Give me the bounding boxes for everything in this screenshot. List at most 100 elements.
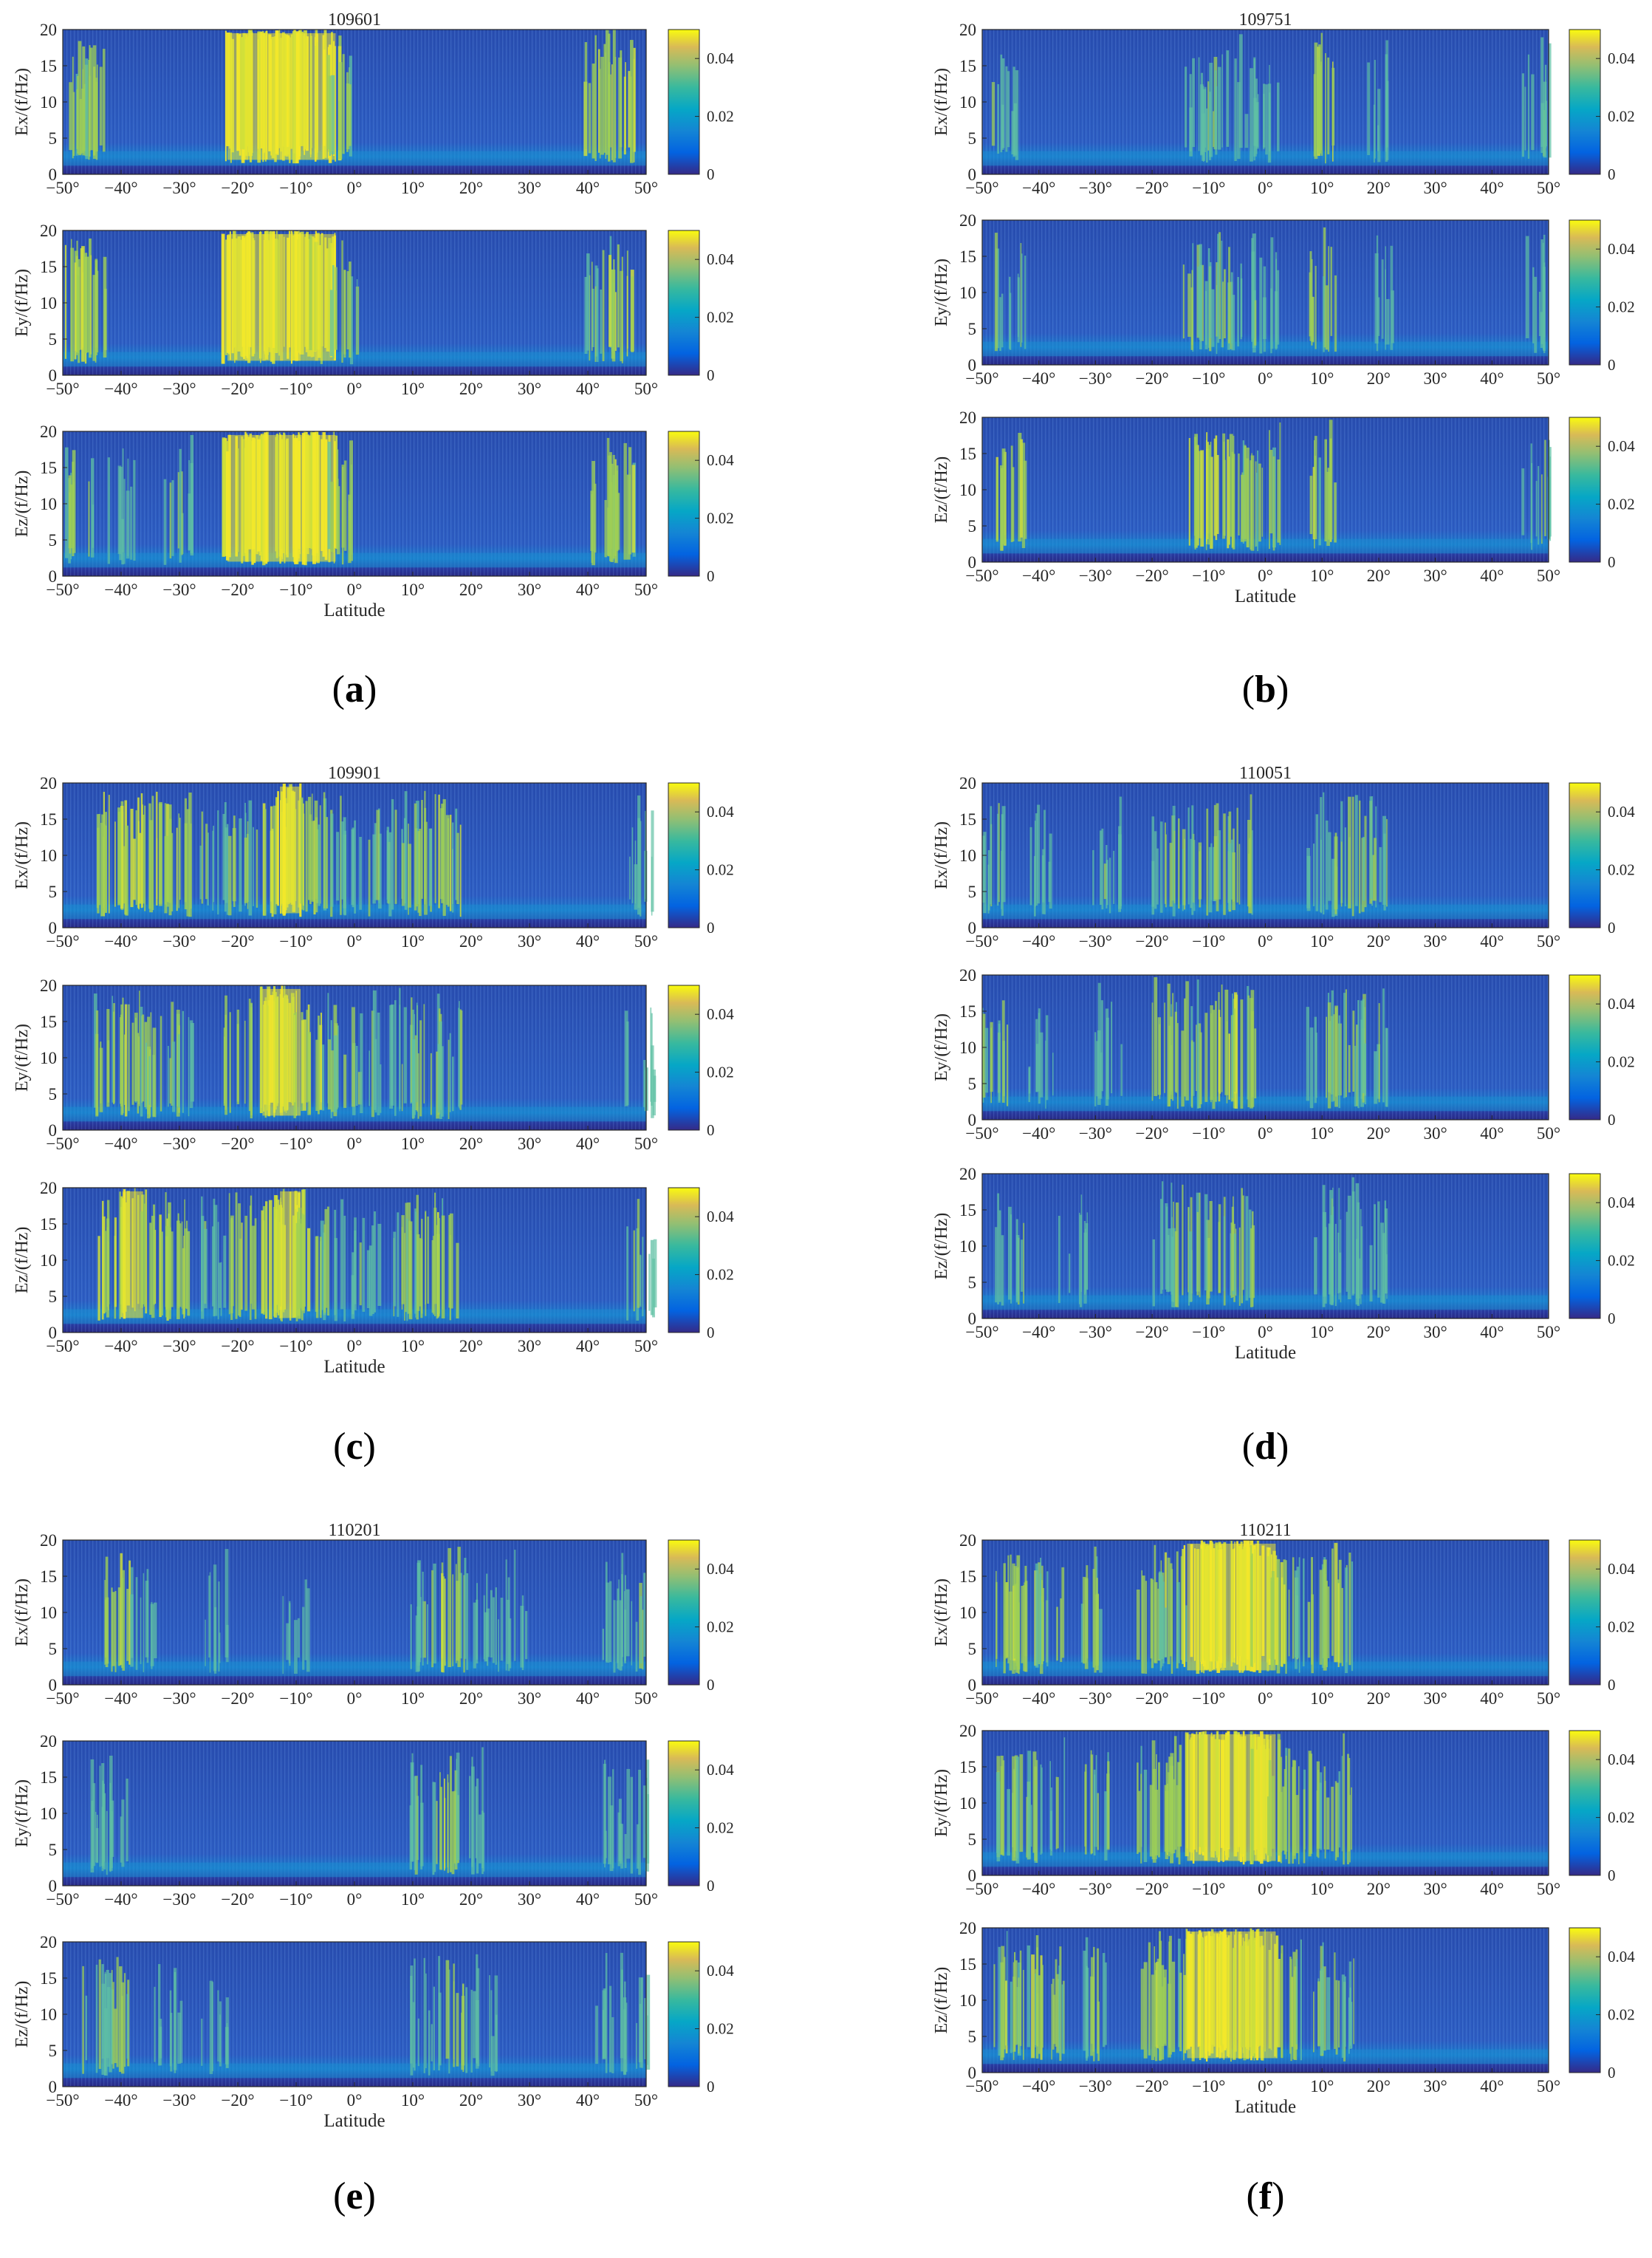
y-tick-label: 5 xyxy=(49,129,58,148)
x-tick-label: −10° xyxy=(1192,1124,1225,1143)
x-tick-label: −20° xyxy=(221,1337,254,1355)
burst-a-2-1 xyxy=(64,239,90,364)
x-tick-label: −10° xyxy=(279,380,312,398)
y-tick-label: 10 xyxy=(40,1049,57,1067)
colorbar-tick-label: 0 xyxy=(1608,1676,1616,1694)
burst-c-1-4 xyxy=(164,792,192,917)
colorbar-tick-label: 0.04 xyxy=(1608,1948,1635,1966)
y-tick-label: 10 xyxy=(959,93,976,112)
x-axis-label: Latitude xyxy=(1235,1343,1296,1363)
x-tick-label: 10° xyxy=(1310,2077,1334,2096)
x-tick-label: 10° xyxy=(1310,567,1334,585)
y-tick-label: 20 xyxy=(40,422,57,441)
x-tick-label: 0° xyxy=(1258,179,1273,197)
y-tick-label: 20 xyxy=(40,1531,57,1550)
y-tick-label: 15 xyxy=(959,445,976,463)
low-frequency-band xyxy=(63,1862,646,1878)
panel-d: 0 5 10 15 20 −50° −40° −30° −20° −10° 0° 10° 20° 30° 4… xyxy=(932,764,1635,1468)
panel-label: (a) xyxy=(332,668,377,711)
x-tick-label: −20° xyxy=(221,932,254,951)
burst-c-2-12 xyxy=(411,993,440,1119)
colorbar-tick-label: 0.02 xyxy=(707,1618,734,1636)
y-tick-label: 5 xyxy=(49,1640,58,1658)
y-tick-label: 0 xyxy=(49,1877,58,1895)
burst-b-3-5 xyxy=(1250,422,1281,552)
x-tick-label: 30° xyxy=(518,2091,541,2110)
y-axis-label: Ex/(f/Hz) xyxy=(13,68,32,136)
x-tick-label: 40° xyxy=(576,932,600,951)
y-tick-label: 10 xyxy=(40,495,57,513)
colorbar-tick-label: 0 xyxy=(707,1877,715,1895)
colorbar-tick-label: 0.02 xyxy=(707,1266,734,1284)
burst-a-3-2 xyxy=(107,448,136,565)
y-axis-label: Ez/(f/Hz) xyxy=(13,1227,32,1294)
burst-b-1-6 xyxy=(1313,32,1335,164)
y-tick-label: 0 xyxy=(968,919,977,937)
burst-e-2-5 xyxy=(456,1747,485,1875)
subplot-c-2: 0 5 10 15 20 −50° −40° −30° −20° −10° 0° 10° 20° 30° 4… xyxy=(13,976,734,1153)
y-tick-label: 15 xyxy=(40,1969,57,1988)
y-tick-label: 10 xyxy=(959,481,976,499)
panel-label: (f) xyxy=(1247,2175,1285,2217)
burst-d-3-1 xyxy=(995,1193,1025,1306)
burst-c-2-4 xyxy=(167,1002,195,1117)
x-tick-label: −50° xyxy=(46,380,79,398)
x-tick-label: 50° xyxy=(1537,1124,1560,1143)
burst-c-3-11 xyxy=(351,1211,382,1319)
burst-b-2-1 xyxy=(994,233,1026,352)
y-tick-label: 0 xyxy=(968,356,977,374)
colorbar-tick-label: 0.04 xyxy=(1608,1751,1635,1768)
colorbar-scale xyxy=(668,1941,700,2087)
subplot-e-2: 0 5 10 15 20 −50° −40° −30° −20° −10° 0° 10° 20° 30° 4… xyxy=(13,1732,734,1909)
colorbar-tick-label: 0 xyxy=(1608,1111,1616,1129)
low-frequency-band xyxy=(982,151,1549,166)
burst-d-2-7 xyxy=(1228,985,1257,1109)
burst-e-3-5 xyxy=(410,1957,435,2076)
x-tick-label: 50° xyxy=(634,1890,658,1909)
colorbar-tick-label: 0 xyxy=(1608,1867,1616,1884)
subplot-c-3: 0 5 10 15 20 −50° −40° −30° −20° −10° 0° 10° 20° 30° 4… xyxy=(13,1179,734,1355)
y-tick-label: 20 xyxy=(959,1165,976,1183)
burst-f-3-4 xyxy=(1083,1937,1107,2062)
burst-c-3-10 xyxy=(319,1199,346,1322)
burst-e-1-5 xyxy=(410,1560,436,1672)
x-tick-label: −50° xyxy=(46,581,79,599)
x-tick-label: −50° xyxy=(965,1880,998,1898)
subplot-d-3: 0 5 10 15 20 −50° −40° −30° −20° −10° 0° 10° 20° 30° 4… xyxy=(932,1165,1635,1341)
y-tick-label: 20 xyxy=(40,1732,57,1751)
panel-b: 0 5 10 15 20 −50° −40° −30° −20° −10° 0° 10° 20° 30° 4… xyxy=(932,10,1635,711)
y-axis-label: Ez/(f/Hz) xyxy=(932,456,951,524)
burst-b-2-7 xyxy=(1374,235,1395,352)
subplot-a-3: 0 5 10 15 20 −50° −40° −30° −20° −10° 0° 10° 20° 30° 4… xyxy=(13,422,734,599)
subplot-e-1: 0 5 10 15 20 −50° −40° −30° −20° −10° 0° 10° 20° 30° 4… xyxy=(13,1531,734,1708)
colorbar-tick-label: 0.02 xyxy=(1608,1809,1635,1827)
panel-label: (c) xyxy=(333,1426,376,1468)
x-tick-label: −50° xyxy=(46,2091,79,2110)
x-tick-label: 50° xyxy=(634,179,658,197)
x-tick-label: −30° xyxy=(1079,2077,1112,2096)
x-tick-label: −40° xyxy=(1022,932,1055,951)
x-tick-label: −50° xyxy=(965,369,998,388)
chart-title: 109901 xyxy=(328,764,381,783)
x-tick-label: −40° xyxy=(1022,369,1055,388)
burst-f-3-14 xyxy=(1326,1952,1354,2062)
burst-a-1-9 xyxy=(326,54,352,160)
y-tick-label: 10 xyxy=(40,294,57,312)
x-tick-label: −20° xyxy=(1136,932,1169,951)
colorbar: 0 0.02 0.04 xyxy=(668,782,734,937)
x-tick-label: 10° xyxy=(401,1337,425,1355)
colorbar-tick-label: 0 xyxy=(707,366,715,384)
y-tick-label: 0 xyxy=(49,2078,58,2096)
colorbar: 0 0.02 0.04 xyxy=(1569,1927,1635,2081)
chart-title: 110051 xyxy=(1239,764,1292,783)
subplot-a-2: 0 5 10 15 20 −50° −40° −30° −20° −10° 0° 10° 20° 30° 4… xyxy=(13,222,734,398)
y-tick-label: 5 xyxy=(49,883,58,901)
x-tick-label: 10° xyxy=(1310,1124,1334,1143)
x-tick-label: −10° xyxy=(279,1689,312,1708)
burst-e-1-1 xyxy=(104,1553,131,1672)
burst-d-2-1 xyxy=(982,1000,1009,1106)
x-tick-label: −10° xyxy=(1192,567,1225,585)
x-tick-label: −10° xyxy=(1192,369,1225,388)
x-tick-label: −10° xyxy=(1192,1880,1225,1898)
y-axis-label: Ez/(f/Hz) xyxy=(932,1213,951,1280)
